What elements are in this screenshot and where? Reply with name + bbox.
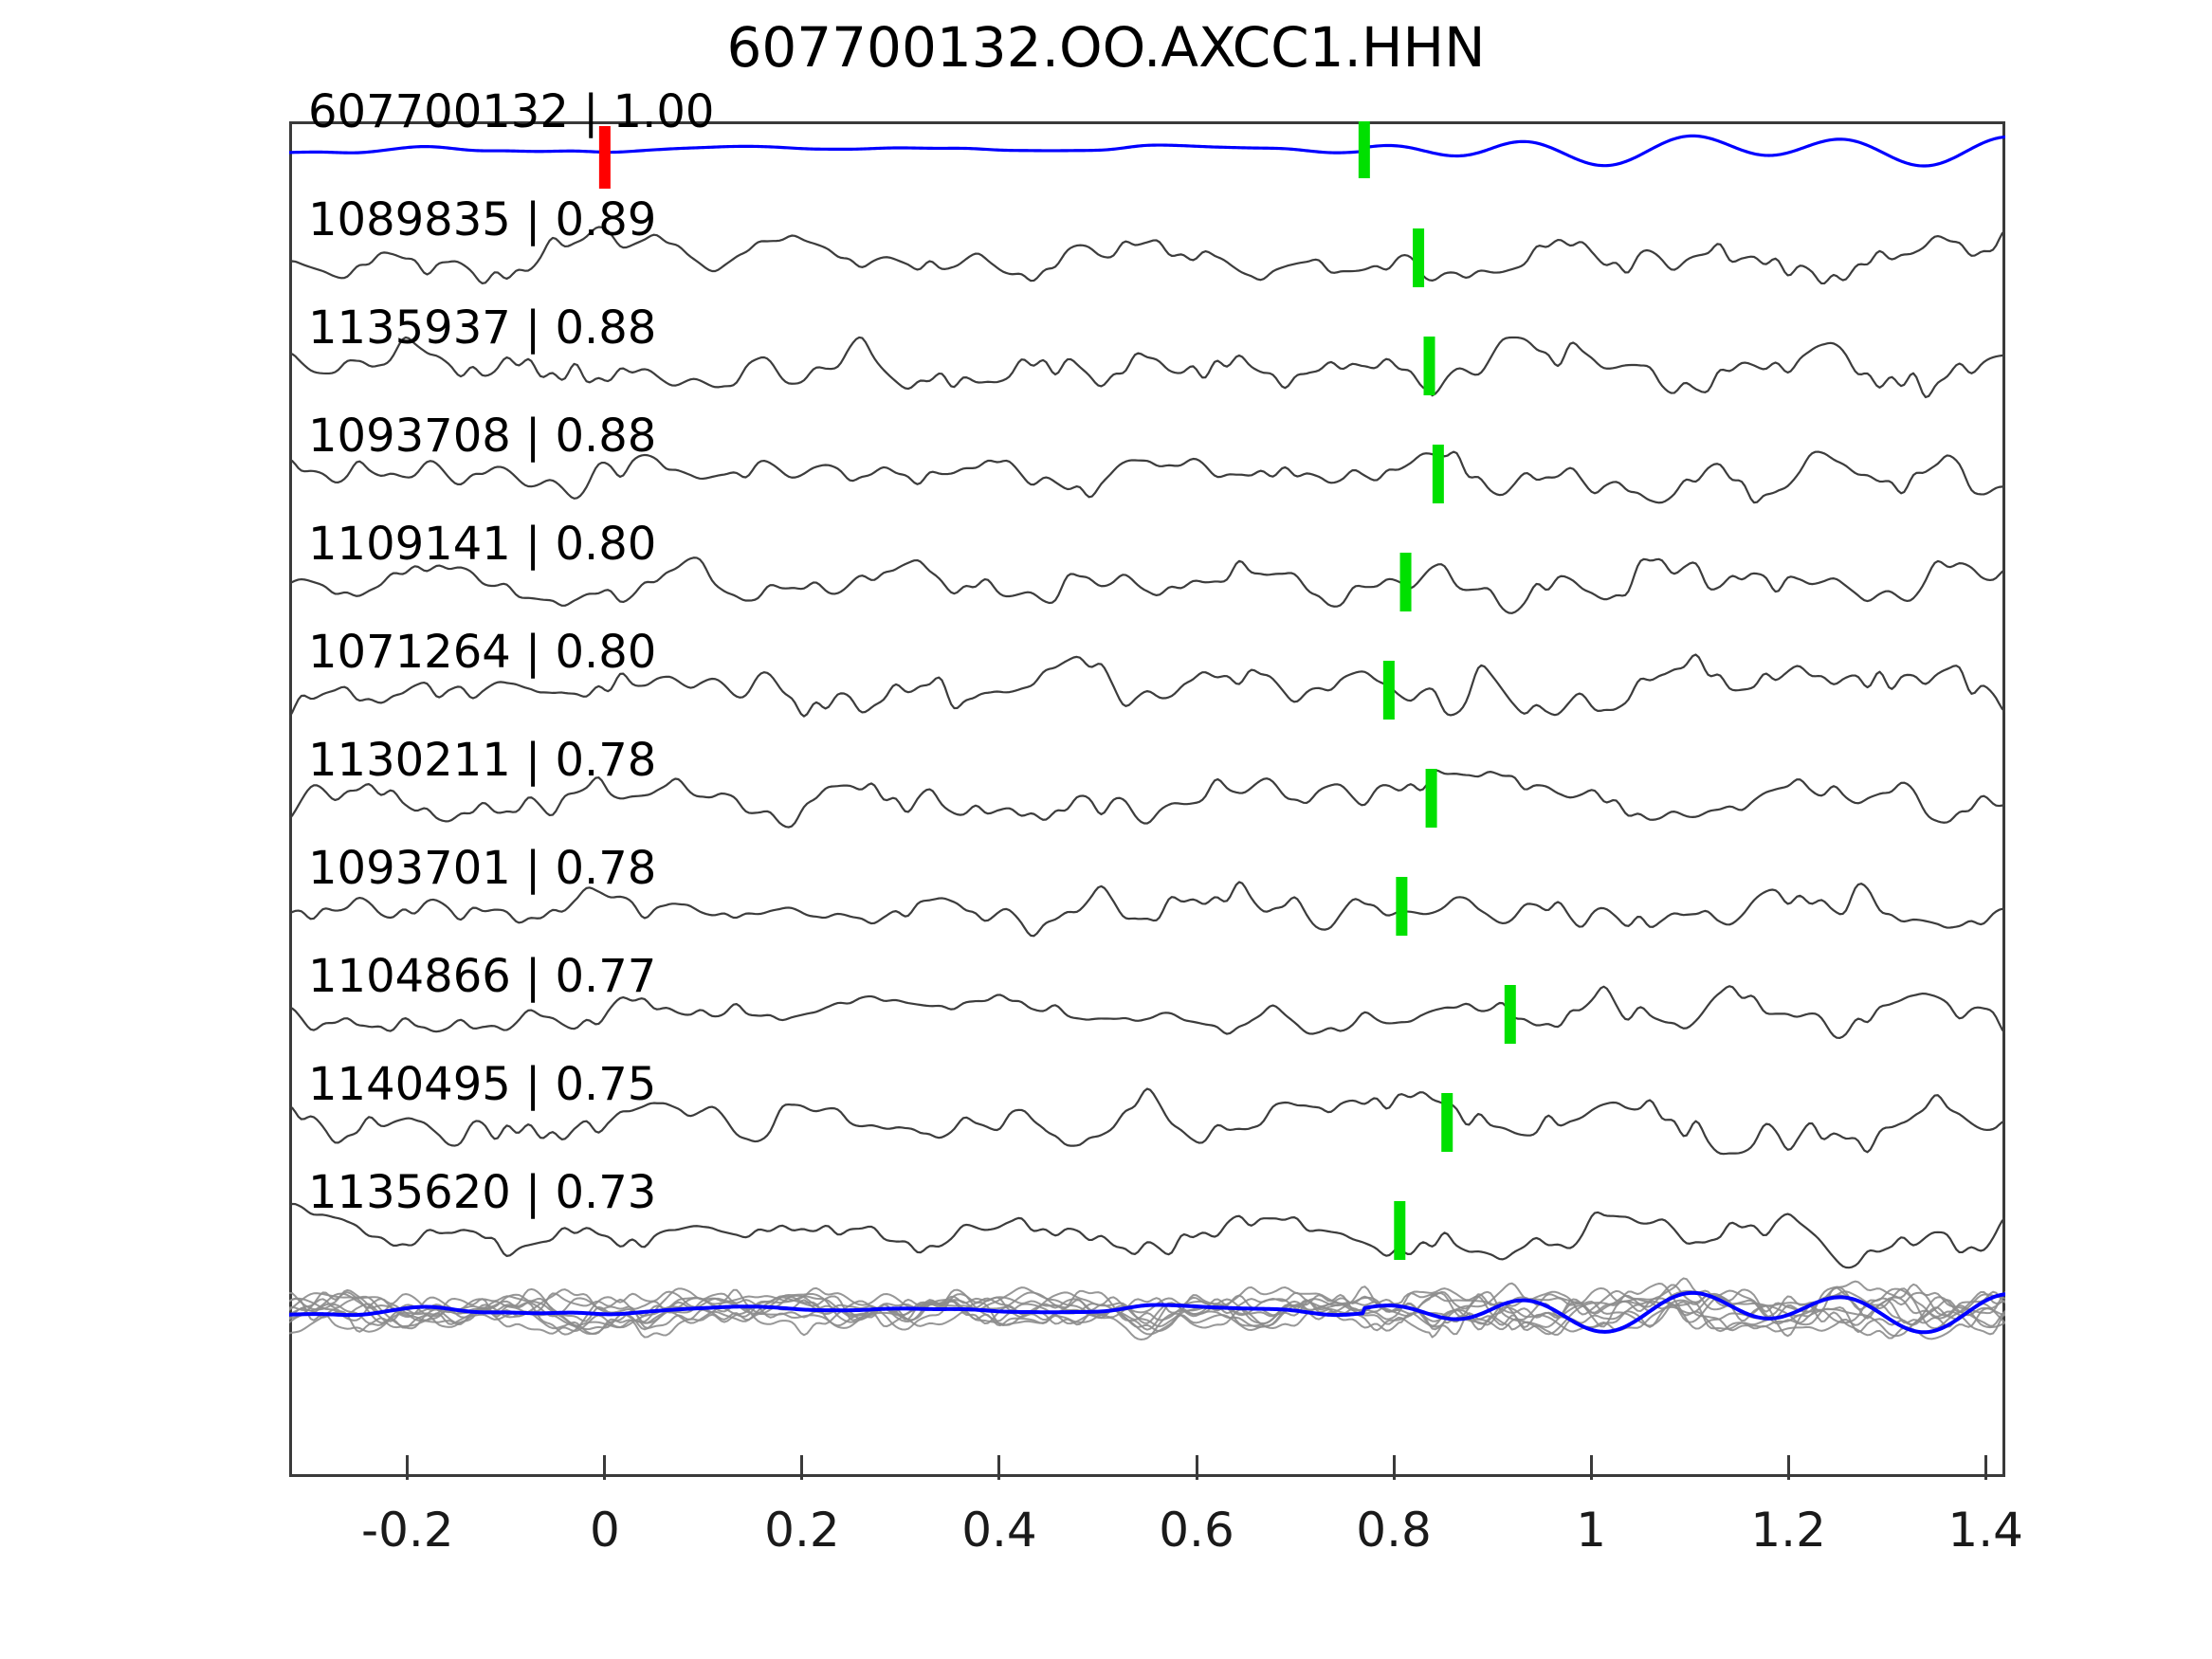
x-tick-label: 0.8 — [1356, 1503, 1432, 1558]
x-tick-mark — [406, 1455, 410, 1480]
waveform-path — [289, 1282, 2005, 1336]
pick-marker-1135937 — [1423, 337, 1435, 395]
waveform-path — [289, 1285, 2005, 1337]
pick-marker-1135620 — [1394, 1201, 1406, 1260]
x-tick-label: 1 — [1576, 1503, 1606, 1558]
trace-label-607700132: 607700132 | 1.00 — [308, 85, 715, 138]
x-tick-mark — [1786, 1455, 1790, 1480]
x-tick-label: 0 — [589, 1503, 620, 1558]
trace-label-1135937: 1135937 | 0.88 — [308, 301, 657, 355]
waveform-path — [289, 1286, 2005, 1338]
waveform-path — [289, 1282, 2005, 1333]
trace-label-1071264: 1071264 | 0.80 — [308, 626, 657, 679]
trace-label-1130211: 1130211 | 0.78 — [308, 734, 657, 787]
pick-marker-1093708 — [1432, 445, 1444, 503]
x-tick-label: -0.2 — [361, 1503, 454, 1558]
x-tick-label: 0.4 — [961, 1503, 1037, 1558]
pick-marker-1130211 — [1425, 769, 1437, 828]
pick-marker-1140495 — [1441, 1093, 1453, 1152]
trace-label-1093701: 1093701 | 0.78 — [308, 842, 657, 895]
waveform-path — [289, 1280, 2005, 1339]
waveform-path — [289, 1287, 2005, 1335]
waveform-path — [289, 336, 2005, 399]
x-tick-label: 0.2 — [764, 1503, 840, 1558]
trace-label-1109141: 1109141 | 0.80 — [308, 518, 657, 571]
trace-label-1093708: 1093708 | 0.88 — [308, 410, 657, 463]
waveform-path — [289, 450, 2005, 504]
x-tick-mark — [603, 1455, 607, 1480]
plot-frame — [289, 121, 2005, 1477]
x-tick-mark — [1983, 1455, 1987, 1480]
pick-marker-1093701 — [1396, 877, 1408, 936]
x-tick-mark — [1589, 1455, 1593, 1480]
waveform-path — [289, 985, 2005, 1039]
waveform-path — [289, 1087, 2005, 1156]
x-tick-label: 0.6 — [1159, 1503, 1234, 1558]
plot-area — [289, 121, 2005, 1477]
x-tick-label: 1.4 — [1947, 1503, 2023, 1558]
x-tick-label: 1.2 — [1750, 1503, 1826, 1558]
pick-marker-607700132 — [1358, 121, 1370, 178]
pick-marker-1071264 — [1382, 661, 1395, 720]
x-tick-mark — [1392, 1455, 1396, 1480]
waveform-path — [289, 769, 2005, 829]
trace-label-1135620: 1135620 | 0.73 — [308, 1166, 657, 1219]
waveform-path — [289, 556, 2005, 614]
waveform-path — [289, 1202, 2005, 1269]
waveform-path — [289, 134, 2005, 168]
pick-marker-1109141 — [1399, 553, 1412, 611]
trace-label-1089835: 1089835 | 0.89 — [308, 193, 657, 246]
x-axis: -0.2 0 0.2 0.4 0.6 0.8 1 1.2 1.4 — [289, 1455, 2023, 1575]
origin-marker-607700132 — [598, 126, 611, 189]
pick-marker-1089835 — [1413, 228, 1425, 287]
x-tick-mark — [1195, 1455, 1198, 1480]
waveform-path — [289, 1277, 2005, 1340]
waveform-canvas — [289, 121, 2005, 1340]
page-title: 607700132.OO.AXCC1.HHN — [726, 15, 1486, 80]
x-tick-mark — [997, 1455, 1001, 1480]
trace-label-1104866: 1104866 | 0.77 — [308, 950, 657, 1003]
waveform-path — [289, 653, 2005, 719]
waveform-path — [289, 881, 2005, 938]
waveform-path — [289, 226, 2005, 285]
trace-label-1140495: 1140495 | 0.75 — [308, 1058, 657, 1111]
pick-marker-1104866 — [1504, 985, 1516, 1044]
x-tick-mark — [800, 1455, 804, 1480]
waveform-path — [289, 1290, 2005, 1335]
